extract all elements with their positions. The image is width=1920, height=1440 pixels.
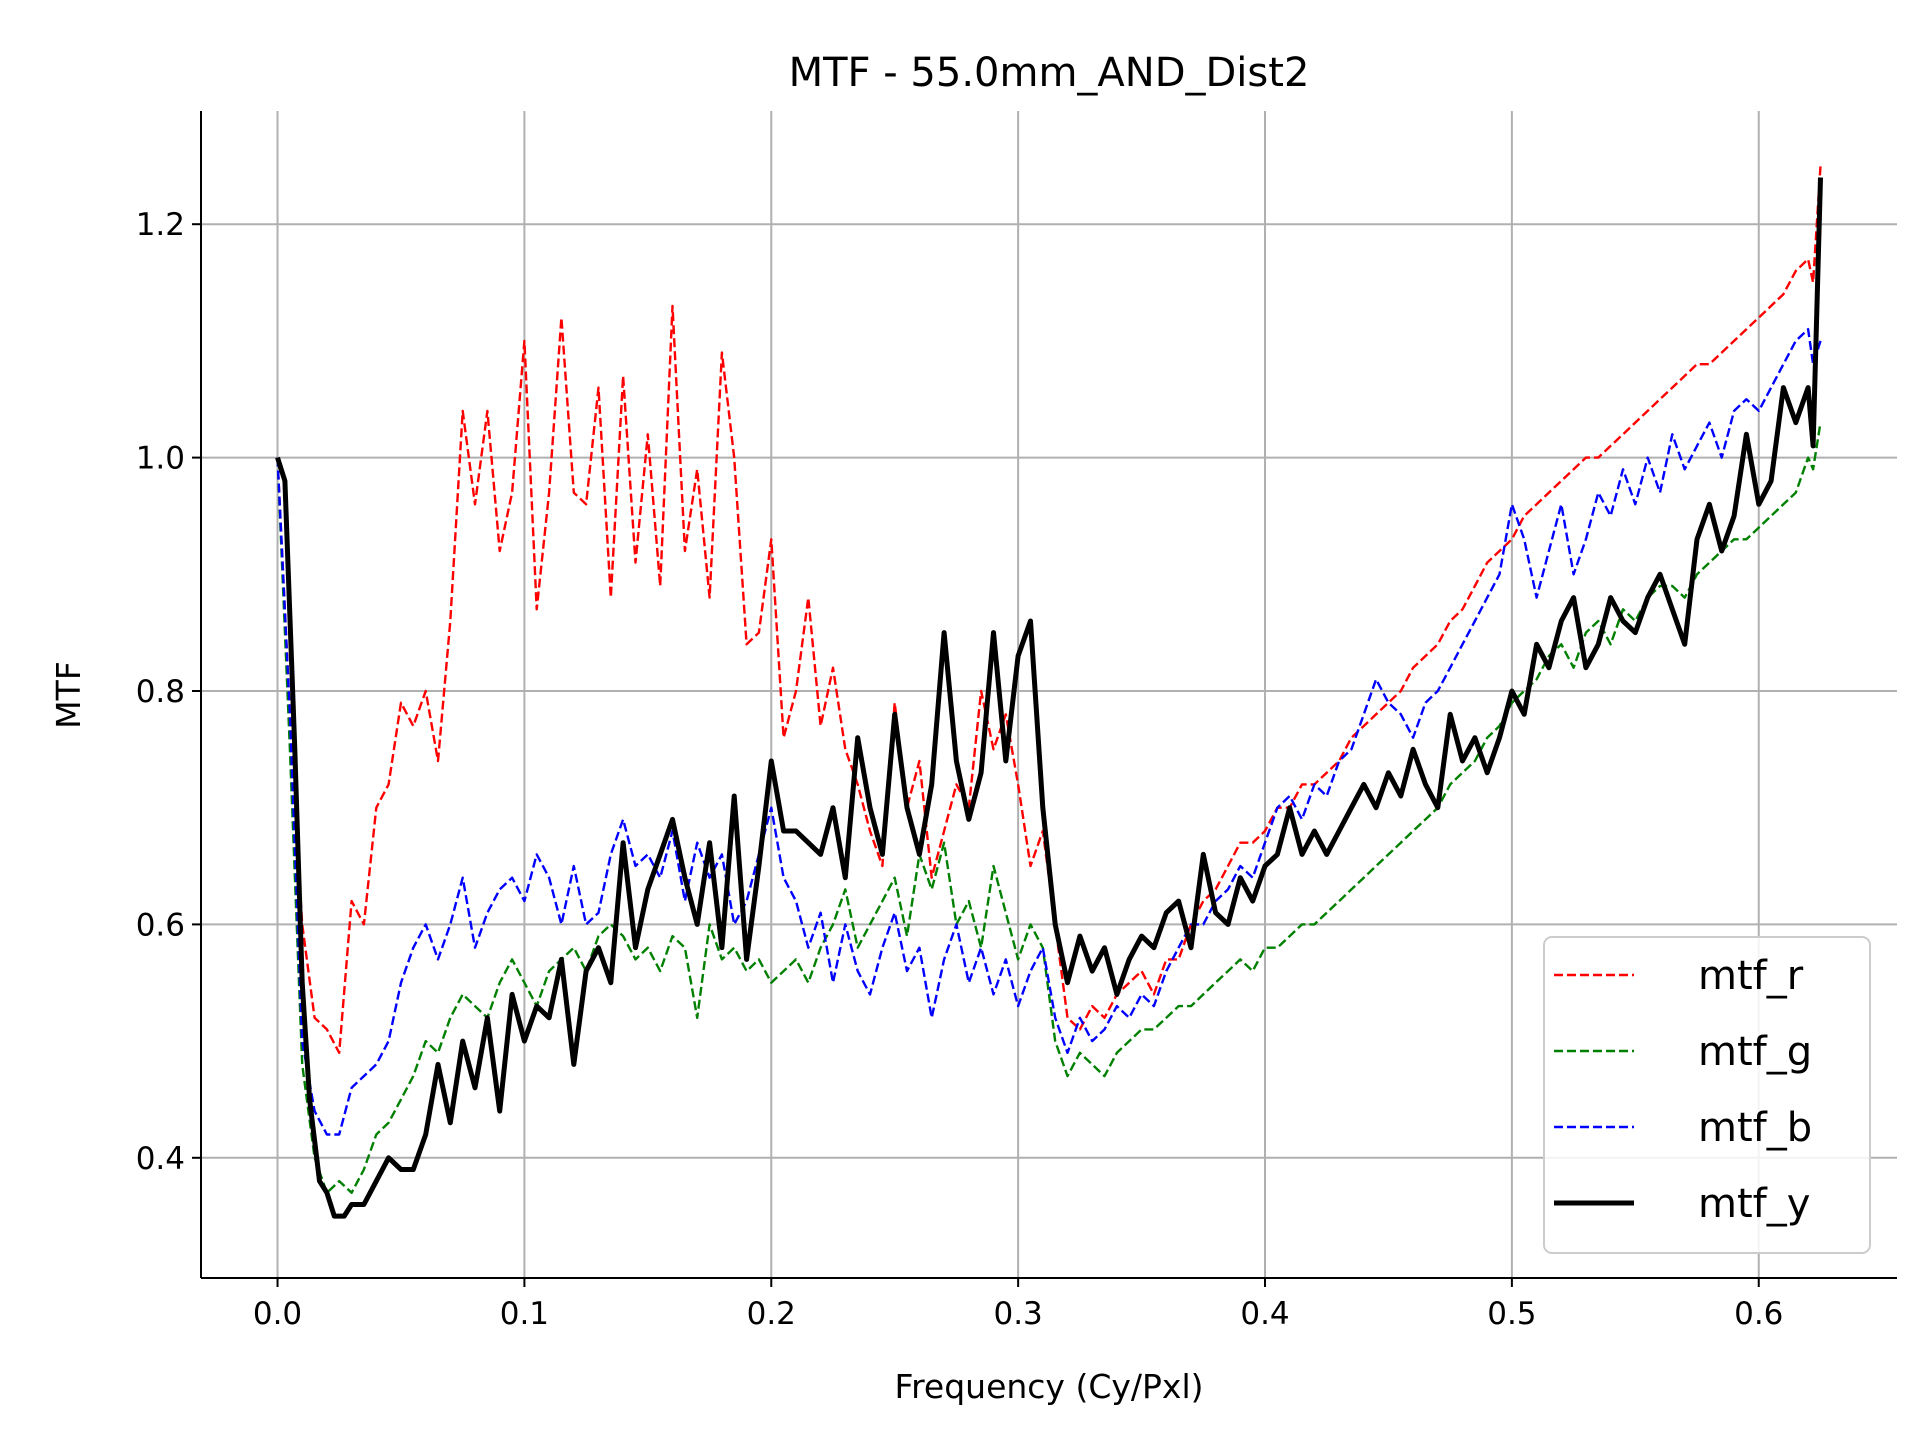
y-ticks: 0.4 0.6 0.8 1.0 1.2 [136,207,201,1177]
x-tick-label: 0.0 [253,1296,302,1332]
y-tick-label: 0.8 [136,674,185,710]
x-axis-label: Frequency (Cy/Pxl) [894,1367,1203,1406]
legend: mtf_r mtf_g mtf_b mtf_y [1543,936,1871,1254]
y-tick-label: 0.6 [136,907,185,943]
x-tick-label: 0.6 [1734,1296,1783,1332]
axes [200,111,1897,1279]
chart-title: MTF - 55.0mm_AND_Dist2 [789,50,1310,96]
series-line-mtf-b [276,328,1822,1136]
x-ticks: 0.0 0.1 0.2 0.3 0.4 0.5 0.6 [253,1278,1783,1332]
y-tick-label: 0.4 [136,1141,185,1177]
legend-box [1543,936,1871,1254]
y-tick-label: 1.2 [136,207,185,243]
y-axis-label: MTF [49,661,88,729]
legend-label-mtf-y: mtf_y [1698,1181,1810,1227]
x-tick-label: 0.5 [1487,1296,1536,1332]
y-tick-label: 1.0 [136,441,185,477]
legend-label-mtf-g: mtf_g [1698,1029,1812,1075]
x-tick-label: 0.2 [747,1296,796,1332]
legend-label-mtf-r: mtf_r [1698,953,1804,999]
legend-label-mtf-b: mtf_b [1698,1105,1812,1151]
x-tick-label: 0.1 [500,1296,549,1332]
series-lines [275,165,1823,1219]
legend-items: mtf_r mtf_g mtf_b mtf_y [1554,953,1812,1227]
x-tick-label: 0.4 [1240,1296,1289,1332]
x-tick-label: 0.3 [993,1296,1042,1332]
series-line-mtf-y [275,177,1823,1219]
